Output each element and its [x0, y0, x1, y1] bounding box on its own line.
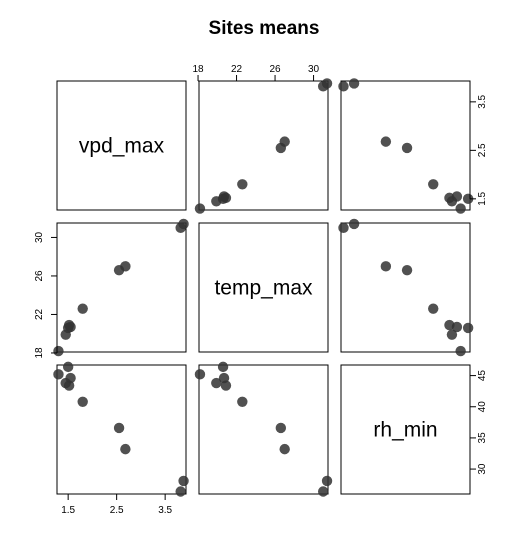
point-temp_max-vs-vpd_max-5	[65, 321, 76, 333]
point-temp_max-vs-rh_min-3	[462, 322, 474, 334]
point-vpd_max-vs-rh_min-10	[348, 78, 360, 89]
variable-label-temp_max: temp_max	[214, 277, 313, 300]
bottom-vpd-max-tick-label: 2.5	[110, 505, 124, 516]
point-vpd_max-vs-temp_max-8	[279, 136, 290, 147]
top-temp-max-tick-label: 30	[308, 64, 320, 75]
panel-vpd_max-vs-temp_max	[198, 80, 329, 211]
point-temp_max-vs-rh_min-1	[455, 345, 466, 357]
point-temp_max-vs-rh_min-2	[446, 329, 458, 340]
right-vpd-max-tick-label: 2.5	[477, 143, 488, 157]
point-vpd_max-vs-temp_max-1	[194, 203, 206, 214]
point-rh_min-vs-temp_max-10	[321, 475, 333, 487]
panel-temp_max-vs-vpd_max	[56, 222, 187, 353]
point-vpd_max-vs-rh_min-6	[428, 179, 439, 190]
point-vpd_max-vs-rh_min-5	[451, 191, 463, 202]
left-temp-max-tick-label: 30	[34, 231, 45, 243]
point-temp_max-vs-rh_min-6	[428, 303, 439, 314]
panel-temp_max-vs-rh_min	[340, 222, 471, 353]
point-rh_min-vs-vpd_max-7	[113, 422, 125, 434]
point-rh_min-vs-temp_max-8	[279, 443, 290, 455]
point-rh_min-vs-vpd_max-10	[178, 475, 189, 487]
point-temp_max-vs-vpd_max-6	[77, 303, 88, 314]
point-vpd_max-vs-rh_min-7	[401, 142, 413, 154]
right-rh-min-tick-label: 40	[477, 401, 488, 413]
point-rh_min-vs-vpd_max-8	[120, 443, 131, 455]
left-temp-max-tick-label: 22	[34, 308, 45, 320]
point-temp_max-vs-rh_min-10	[348, 218, 360, 230]
bottom-vpd-max-tick-label: 3.5	[158, 505, 172, 516]
point-rh_min-vs-vpd_max-5	[65, 372, 76, 384]
point-rh_min-vs-temp_max-5	[218, 372, 230, 384]
panel-rh_min-vs-temp_max	[198, 364, 329, 495]
point-vpd_max-vs-temp_max-10	[321, 78, 333, 89]
point-temp_max-vs-rh_min-7	[401, 264, 413, 276]
point-temp_max-vs-vpd_max-8	[120, 261, 131, 272]
top-temp-max-tick-label: 26	[269, 64, 281, 75]
point-temp_max-vs-rh_min-5	[451, 321, 463, 333]
point-vpd_max-vs-rh_min-3	[462, 193, 474, 205]
point-rh_min-vs-temp_max-2	[211, 377, 222, 389]
top-temp-max-tick-label: 22	[231, 64, 243, 75]
point-vpd_max-vs-temp_max-5	[218, 191, 230, 202]
point-temp_max-vs-rh_min-8	[380, 261, 392, 272]
variable-label-rh_min: rh_min	[373, 419, 437, 442]
point-vpd_max-vs-rh_min-8	[380, 136, 392, 147]
panel-temp_max-vs-temp_max	[198, 222, 329, 353]
point-rh_min-vs-temp_max-6	[237, 396, 248, 407]
right-vpd-max-tick-label: 1.5	[477, 191, 488, 205]
chart-title: Sites means	[209, 18, 320, 39]
point-rh_min-vs-vpd_max-9	[175, 486, 186, 497]
point-temp_max-vs-vpd_max-1	[53, 345, 64, 357]
point-vpd_max-vs-temp_max-6	[237, 179, 248, 190]
point-rh_min-vs-vpd_max-3	[62, 361, 74, 373]
point-rh_min-vs-temp_max-1	[194, 369, 206, 380]
right-rh-min-tick-label: 45	[477, 370, 488, 382]
bottom-vpd-max-tick-label: 1.5	[61, 505, 75, 516]
point-vpd_max-vs-rh_min-1	[455, 203, 466, 214]
point-temp_max-vs-vpd_max-10	[178, 218, 189, 230]
left-temp-max-tick-label: 18	[34, 347, 45, 359]
point-vpd_max-vs-rh_min-9	[338, 81, 349, 92]
point-rh_min-vs-temp_max-9	[317, 486, 329, 497]
point-rh_min-vs-vpd_max-6	[77, 396, 88, 407]
right-rh-min-tick-label: 30	[477, 463, 488, 475]
right-rh-min-tick-label: 35	[477, 432, 488, 444]
variable-label-vpd_max: vpd_max	[79, 135, 165, 158]
panel-vpd_max-vs-vpd_max	[56, 80, 187, 211]
top-temp-max-tick-label: 18	[192, 64, 204, 75]
point-temp_max-vs-rh_min-9	[338, 222, 349, 234]
left-temp-max-tick-label: 26	[34, 270, 45, 282]
right-vpd-max-tick-label: 3.5	[477, 94, 488, 108]
point-rh_min-vs-vpd_max-1	[53, 369, 64, 380]
point-rh_min-vs-temp_max-7	[275, 422, 287, 434]
point-rh_min-vs-temp_max-3	[217, 361, 229, 373]
